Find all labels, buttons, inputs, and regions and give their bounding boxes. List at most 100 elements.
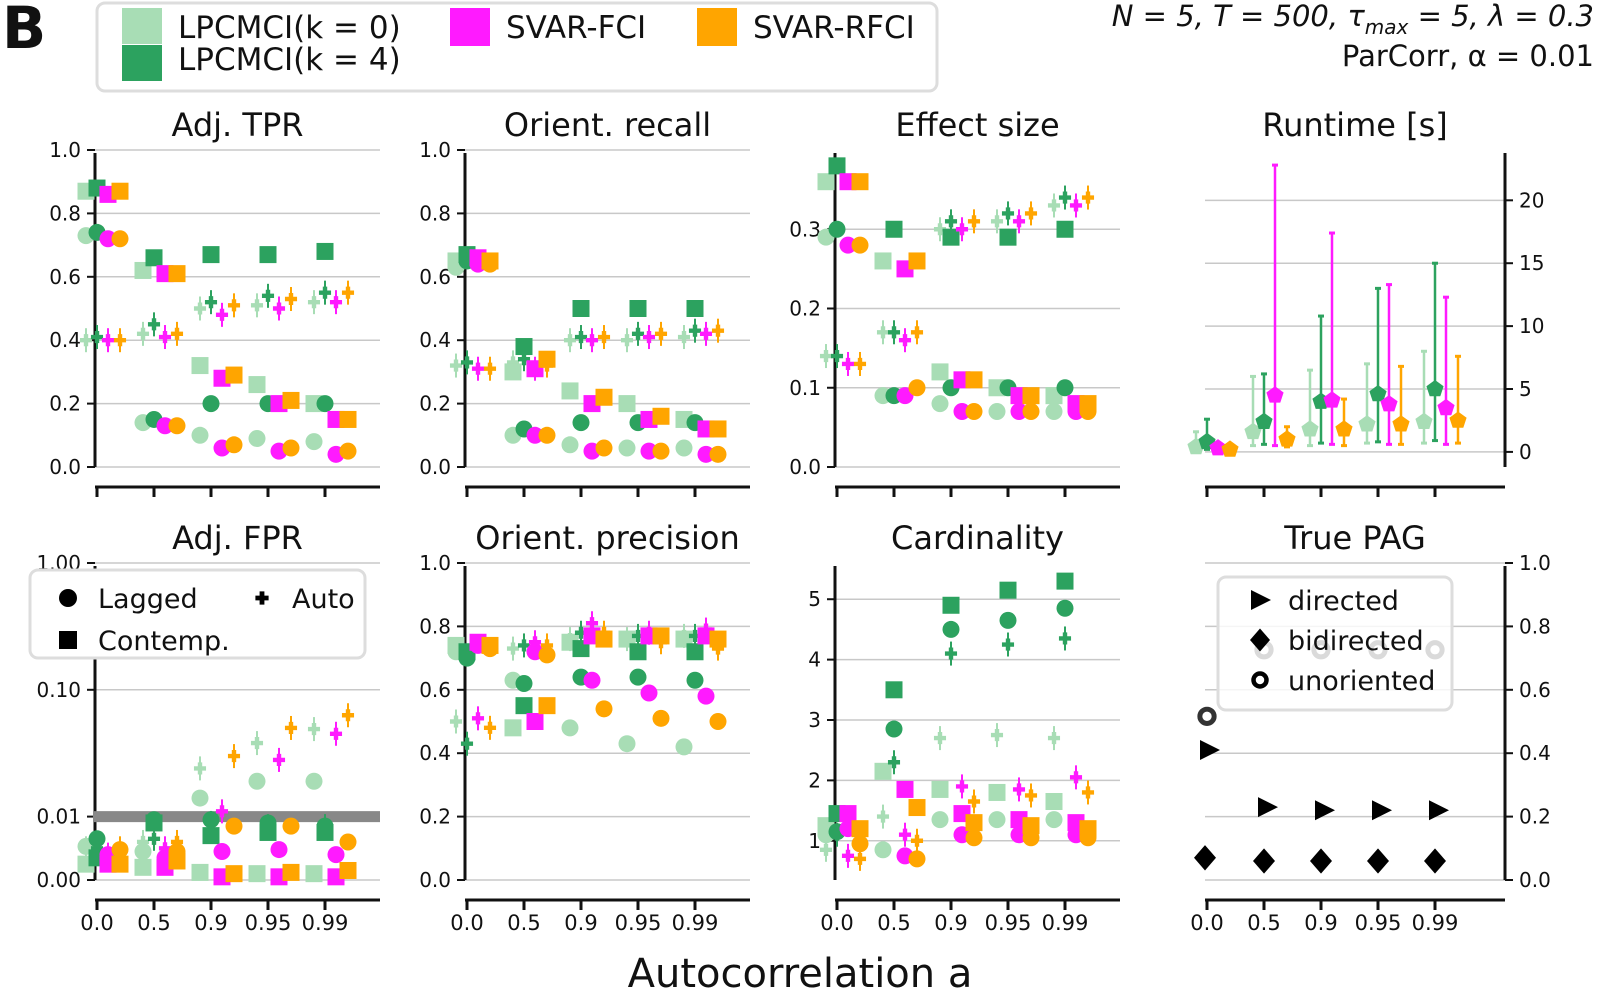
contemp-marker-lpc0 xyxy=(134,858,152,876)
lagged-marker-fci xyxy=(839,236,857,254)
auto-marker-lpc4 xyxy=(944,647,958,660)
auto-marker-rfci xyxy=(1024,789,1038,802)
x-tick-label: 0.99 xyxy=(1042,911,1089,935)
auto-marker-rfci xyxy=(597,330,611,344)
contemp-marker-lpc0 xyxy=(191,357,209,375)
lagged-marker-rfci xyxy=(965,829,983,847)
x-tick-label: 0.95 xyxy=(615,911,662,935)
y-tick-label: 0.0 xyxy=(419,455,451,479)
auto-marker-lpc4 xyxy=(147,318,161,331)
contemp-marker-rfci xyxy=(908,799,926,817)
pag-unoriented-marker xyxy=(1197,706,1217,726)
auto-marker-rfci xyxy=(967,215,981,228)
lagged-marker-rfci xyxy=(168,417,186,435)
lagged-marker-lpc0 xyxy=(248,772,266,790)
auto-marker-lpc4 xyxy=(90,842,104,855)
lagged-marker-lpc4 xyxy=(316,395,334,413)
x-tick-label: 0.5 xyxy=(507,911,540,935)
lagged-marker-lpc0 xyxy=(675,439,693,457)
lagged-marker-fci xyxy=(640,442,658,460)
lagged-marker-lpc4 xyxy=(316,817,334,835)
x-tick-label: 0.95 xyxy=(985,911,1032,935)
contemp-marker-lpc0 xyxy=(504,363,522,381)
pag-bidirected-marker xyxy=(1310,848,1332,874)
lagged-marker-lpc4 xyxy=(686,671,704,689)
lagged-marker-lpc4 xyxy=(515,674,533,692)
lagged-marker-lpc4 xyxy=(942,620,960,638)
y-tick-label: 0.10 xyxy=(36,678,81,702)
x-tick-label: 0.95 xyxy=(245,911,292,935)
y-tick-label: 20 xyxy=(1519,188,1544,212)
contemp-marker-rfci xyxy=(709,630,727,648)
auto-marker-fci xyxy=(955,223,969,236)
panel-title-adj_fpr: Adj. FPR xyxy=(172,519,303,557)
x-tick-label: 0.0 xyxy=(80,911,113,935)
pag-directed-marker xyxy=(1258,797,1278,818)
auto-marker-lpc4 xyxy=(460,737,474,750)
auto-marker-lpc0 xyxy=(563,334,577,347)
y-tick-label: 0.4 xyxy=(49,328,81,352)
auto-marker-fci xyxy=(898,334,912,347)
legend-lagged-marker xyxy=(59,589,77,607)
auto-marker-lpc0 xyxy=(136,327,150,340)
contemp-marker-lpc0 xyxy=(874,762,892,780)
auto-marker-fci xyxy=(699,327,713,340)
y-tick-label: 0.1 xyxy=(789,376,821,400)
contemp-marker-rfci xyxy=(282,391,300,409)
lagged-marker-fci xyxy=(1010,403,1028,421)
lagged-marker-lpc0 xyxy=(248,429,266,447)
panel-title-orient_recall: Orient. recall xyxy=(504,106,711,144)
auto-marker-fci xyxy=(585,334,599,347)
contemp-marker-rfci xyxy=(225,865,243,883)
x-tick-label: 0.95 xyxy=(1355,911,1402,935)
auto-marker-rfci xyxy=(853,357,867,371)
panel-title-adj_tpr: Adj. TPR xyxy=(172,106,304,144)
contemp-marker-fci xyxy=(526,713,544,730)
panel-true_pag: True PAG 0.0 0.2 0.4 0.6 0.8 1.0 0.0 0.5 0.9 0.95 0… xyxy=(1190,519,1551,935)
auto-marker-lpc4 xyxy=(1001,638,1015,651)
y-tick-label: 0.0 xyxy=(789,455,821,479)
lagged-marker-rfci xyxy=(1022,829,1040,847)
auto-marker-lpc0 xyxy=(677,330,691,344)
panel-title-true_pag: True PAG xyxy=(1283,519,1426,557)
legend-lpc4-label: LPCMCI(k = 4) xyxy=(178,42,401,78)
lagged-marker-lpc4 xyxy=(202,395,220,413)
contemp-marker-rfci xyxy=(908,252,926,270)
contemp-marker-rfci xyxy=(965,814,983,832)
contemp-marker-rfci xyxy=(538,697,556,715)
lagged-marker-rfci xyxy=(168,842,186,860)
contemp-marker-rfci xyxy=(168,265,186,283)
runtime-mean-rfci xyxy=(1449,411,1467,428)
auto-marker-rfci xyxy=(711,642,725,655)
params-line-1-prefix: N = 5, T = 500, τ xyxy=(1112,0,1366,33)
x-tick-label: 0.9 xyxy=(934,911,967,935)
legend-fci-label: SVAR-FCI xyxy=(506,10,646,46)
contemp-marker-lpc4 xyxy=(202,827,220,845)
legend-unoriented-label: unoriented xyxy=(1288,666,1435,697)
lagged-marker-fci xyxy=(156,417,174,435)
link-type-legend: Lagged Auto Contemp. xyxy=(28,568,367,660)
method-legend: LPCMCI(k = 0) LPCMCI(k = 4) SVAR-FCI SVA… xyxy=(95,1,939,93)
contemp-marker-lpc4 xyxy=(259,246,277,264)
pag-bidirected-marker xyxy=(1194,845,1216,871)
auto-marker-rfci xyxy=(654,327,668,340)
lagged-marker-rfci xyxy=(709,713,727,730)
lagged-marker-lpc0 xyxy=(191,789,209,807)
auto-marker-lpc4 xyxy=(147,832,161,845)
auto-marker-lpc4 xyxy=(574,330,588,344)
auto-marker-rfci xyxy=(483,362,497,375)
auto-marker-fci xyxy=(898,828,912,841)
contemp-marker-lpc0 xyxy=(305,865,323,883)
runtime-mean-fci xyxy=(1380,395,1398,412)
auto-marker-lpc0 xyxy=(307,296,321,309)
y-tick-label: 10 xyxy=(1519,314,1544,338)
auto-marker-lpc0 xyxy=(620,334,634,347)
runtime-mean-lpc4 xyxy=(1369,385,1387,402)
x-tick-label: 0.9 xyxy=(1304,911,1337,935)
auto-marker-lpc4 xyxy=(318,286,332,299)
lagged-marker-lpc4 xyxy=(885,720,903,738)
legend-directed-marker xyxy=(1251,590,1271,610)
contemp-marker-lpc0 xyxy=(504,719,522,737)
